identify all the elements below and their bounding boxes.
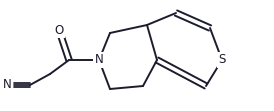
Text: N: N — [95, 54, 103, 66]
Text: O: O — [54, 24, 64, 37]
Text: S: S — [218, 54, 226, 66]
Text: N: N — [3, 78, 12, 91]
